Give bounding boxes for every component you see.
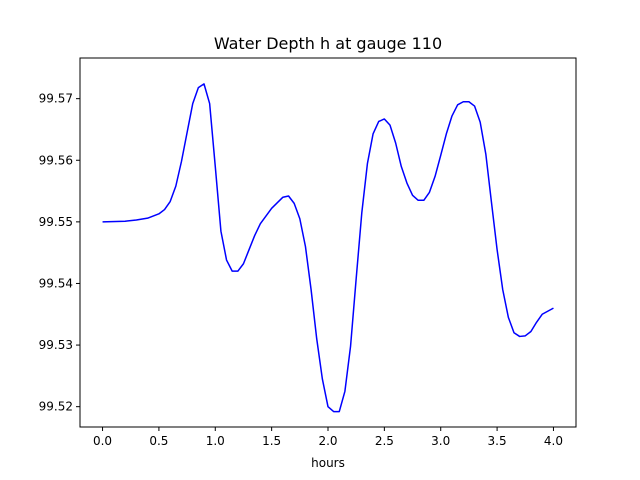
- x-tick-label: 4.0: [544, 434, 563, 448]
- y-tick-label: 99.57: [39, 92, 73, 106]
- y-tick-label: 99.53: [39, 338, 73, 352]
- y-tick-label: 99.56: [39, 153, 73, 167]
- y-tick-label: 99.52: [39, 400, 73, 414]
- x-tick-label: 2.0: [318, 434, 337, 448]
- x-tick-label: 0.5: [149, 434, 168, 448]
- y-axis: 99.52 99.53 99.54 99.55 99.56 99.57: [39, 92, 80, 414]
- x-tick-label: 1.5: [262, 434, 281, 448]
- chart-title: Water Depth h at gauge 110: [214, 34, 442, 53]
- x-tick-label: 3.0: [431, 434, 450, 448]
- y-tick-label: 99.55: [39, 215, 73, 229]
- x-tick-label: 2.5: [375, 434, 394, 448]
- x-tick-label: 1.0: [206, 434, 225, 448]
- series-layer: [102, 83, 554, 413]
- y-tick-label: 99.54: [39, 276, 73, 290]
- x-tick-label: 0.0: [93, 434, 112, 448]
- x-axis: 0.0 0.5 1.0 1.5 2.0 2.5 3.0 3.5 4.0: [93, 427, 563, 448]
- series-line-0: [102, 83, 554, 413]
- x-tick-label: 3.5: [488, 434, 507, 448]
- plot-frame: [79, 57, 577, 428]
- x-axis-label: hours: [311, 456, 345, 470]
